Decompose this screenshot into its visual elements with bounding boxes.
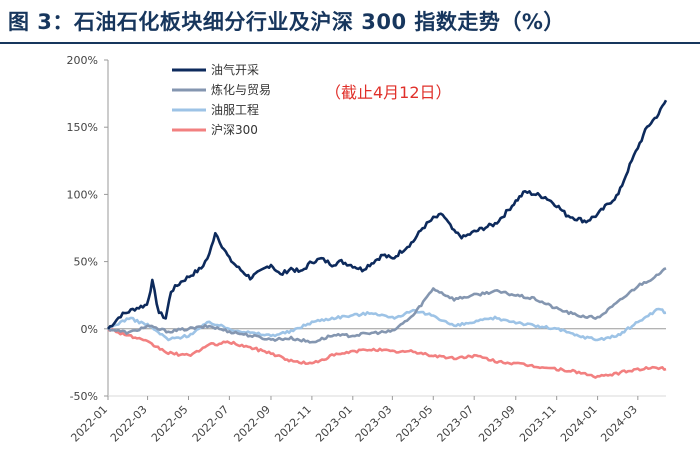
series-layer xyxy=(107,99,668,379)
x-tick-label: 2024-03 xyxy=(598,403,640,445)
y-tick-label: 50% xyxy=(74,256,98,269)
series-line-0 xyxy=(107,99,668,330)
x-tick-label: 2023-01 xyxy=(313,403,355,445)
x-tick-label: 2023-09 xyxy=(476,403,518,445)
y-tick-label: -50% xyxy=(70,390,98,403)
x-tick-label: 2023-11 xyxy=(517,403,559,445)
x-tick-label: 2022-01 xyxy=(68,403,110,445)
legend-label-1: 炼化与贸易 xyxy=(211,82,271,97)
x-tick-label: 2023-05 xyxy=(394,403,436,445)
title-bar: 图 3：石油石化板块细分行业及沪深 300 指数走势（%） xyxy=(0,0,700,44)
legend-label-2: 油服工程 xyxy=(211,102,259,117)
legend-label-3: 沪深300 xyxy=(211,123,258,137)
series-line-1 xyxy=(107,267,667,344)
y-tick-label: 200% xyxy=(67,54,98,67)
chart-title: 图 3：石油石化板块细分行业及沪深 300 指数走势（%） xyxy=(8,10,565,34)
x-tick-label: 2024-01 xyxy=(558,403,600,445)
x-tick-label: 2022-05 xyxy=(149,403,191,445)
x-tick-label: 2022-11 xyxy=(272,403,314,445)
legend-label-0: 油气开采 xyxy=(211,62,259,77)
x-tick-label: 2023-07 xyxy=(435,403,477,445)
series-line-3 xyxy=(107,328,667,379)
title-underline xyxy=(0,42,700,44)
y-tick-label: 150% xyxy=(67,121,98,134)
line-chart: -50% 0% 50% 100% 150% 200% 2022-01 2022-03 2022-… xyxy=(0,44,700,466)
x-tick-label: 2022-09 xyxy=(231,403,273,445)
series-line-2 xyxy=(107,307,667,342)
y-tick-label: 100% xyxy=(67,188,98,201)
x-tick-label: 2022-07 xyxy=(190,403,232,445)
x-tick-label: 2023-03 xyxy=(353,403,395,445)
x-tick-label: 2022-03 xyxy=(108,403,150,445)
date-annotation: （截止4月12日） xyxy=(325,83,452,102)
y-tick-label: 0% xyxy=(81,323,98,336)
